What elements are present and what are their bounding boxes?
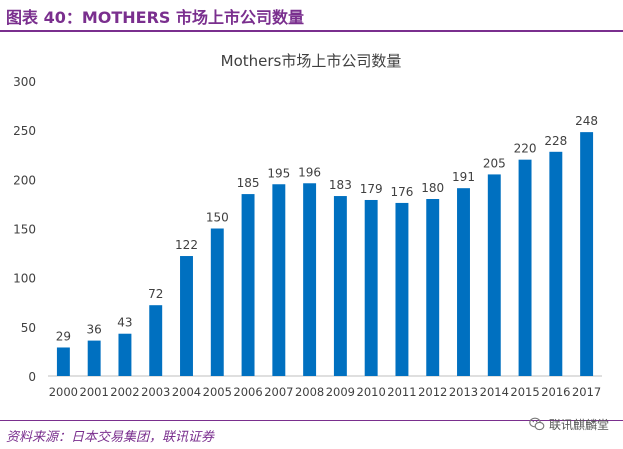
bar [333, 196, 347, 376]
bar [272, 184, 286, 376]
bar [426, 199, 440, 376]
x-tick-label: 2008 [295, 385, 324, 399]
header-divider [0, 30, 623, 32]
x-tick-label: 2011 [387, 385, 416, 399]
x-tick-label: 2004 [172, 385, 201, 399]
bar [210, 228, 224, 376]
bar [118, 333, 132, 376]
data-label: 228 [544, 134, 567, 148]
x-tick-label: 2006 [233, 385, 262, 399]
data-label: 248 [575, 114, 598, 128]
x-tick-label: 2009 [326, 385, 355, 399]
watermark-text: 联讯麒麟堂 [548, 417, 609, 432]
footer-divider [0, 420, 623, 421]
source-note: 资料来源：日本交易集团，联讯证券 [6, 430, 215, 445]
data-label: 36 [87, 323, 102, 337]
data-label: 205 [483, 156, 506, 170]
x-tick-label: 2017 [572, 385, 601, 399]
bar [457, 188, 470, 376]
data-label: 72 [148, 287, 163, 301]
chart-title: Mothers市场上市公司数量 [221, 52, 402, 70]
x-tick-label: 2014 [480, 385, 509, 399]
bar [364, 199, 378, 376]
bar [303, 183, 317, 376]
y-tick-label: 300 [13, 75, 36, 89]
data-labels: 29 36 43 72 122 150 185 195 196 183 179 176 180 191 20… [56, 114, 598, 343]
data-label: 43 [117, 316, 132, 330]
data-label: 195 [267, 166, 290, 180]
data-label: 185 [237, 176, 260, 190]
data-label: 179 [360, 182, 383, 196]
bar [87, 340, 101, 376]
data-label: 150 [206, 211, 229, 225]
watermark: 联讯麒麟堂 [529, 414, 609, 434]
bar [580, 132, 594, 376]
data-label: 180 [421, 181, 444, 195]
x-tick-label: 2003 [141, 385, 170, 399]
x-tick-label: 2016 [541, 385, 570, 399]
x-tick-label: 2010 [357, 385, 386, 399]
x-tick-label: 2000 [49, 385, 78, 399]
bar [149, 305, 163, 376]
figure-header: 图表 40：MOTHERS 市场上市公司数量 [0, 0, 623, 32]
x-tick-label: 2013 [449, 385, 478, 399]
y-tick-label: 50 [21, 321, 36, 335]
data-label: 220 [514, 142, 537, 156]
data-label: 196 [298, 165, 321, 179]
x-tick-label: 2001 [80, 385, 109, 399]
bar [241, 194, 255, 376]
data-label: 29 [56, 329, 71, 343]
y-tick-label: 100 [13, 272, 36, 286]
data-label: 122 [175, 238, 198, 252]
bar [549, 151, 563, 376]
data-label: 191 [452, 170, 475, 184]
bar [487, 174, 501, 376]
y-tick-label: 0 [28, 370, 36, 384]
bar-series [56, 132, 594, 376]
x-tick-label: 2005 [203, 385, 232, 399]
x-tick-label: 2012 [418, 385, 447, 399]
y-tick-label: 150 [13, 223, 36, 237]
y-tick-label: 250 [13, 124, 36, 138]
bar [518, 159, 532, 376]
x-tick-label: 2002 [110, 385, 139, 399]
bar [395, 202, 409, 376]
figure-title: 图表 40：MOTHERS 市场上市公司数量 [6, 8, 305, 27]
y-axis: 0 50 100 150 200 250 300 [13, 75, 36, 384]
data-label: 176 [390, 185, 413, 199]
y-tick-label: 200 [13, 173, 36, 187]
bar [56, 347, 70, 376]
x-tick-label: 2015 [510, 385, 539, 399]
x-axis: 2000 2001 2002 2003 2004 2005 2006 2007 2008 2009… [48, 375, 602, 399]
chart-area: Mothers市场上市公司数量 0 50 100 150 200 250 300 2000 2… [0, 34, 623, 408]
data-label: 183 [329, 178, 352, 192]
wechat-icon [529, 417, 545, 431]
x-tick-label: 2007 [264, 385, 293, 399]
bar [180, 256, 193, 376]
